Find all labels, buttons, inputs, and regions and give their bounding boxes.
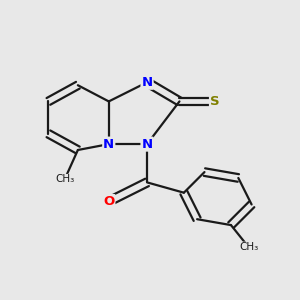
Text: N: N [142,76,153,89]
Text: N: N [142,138,153,151]
Text: O: O [103,195,114,208]
Text: CH₃: CH₃ [55,174,74,184]
Text: N: N [103,138,114,151]
Text: S: S [210,95,220,108]
Text: CH₃: CH₃ [239,242,258,252]
